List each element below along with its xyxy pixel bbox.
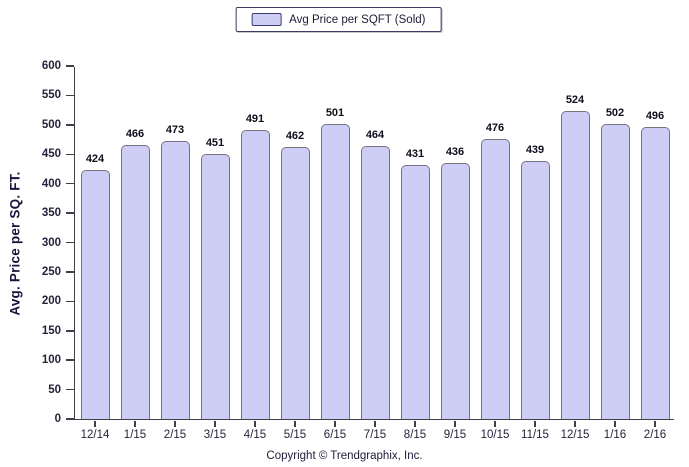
x-axis-tick-label: 2/16: [643, 429, 667, 441]
y-axis-tick-label: 50: [48, 383, 61, 396]
bar-value-label: 436: [445, 145, 465, 158]
bar: [320, 124, 350, 419]
x-axis-tick: [214, 420, 216, 427]
bar: [640, 127, 670, 419]
x-axis-tick: [614, 420, 616, 427]
bar: [280, 147, 310, 419]
x-axis-tick-label: 10/15: [480, 429, 510, 441]
x-axis-tick: [134, 420, 136, 427]
y-axis-tick: [66, 241, 74, 244]
bar-value-label: 439: [525, 143, 545, 156]
bar-value-label: 451: [205, 136, 225, 149]
y-axis-tick: [66, 94, 74, 97]
bar-value-label: 424: [85, 152, 105, 165]
bar: [400, 165, 430, 419]
y-axis-tick: [66, 388, 74, 391]
y-axis-tick: [66, 359, 74, 361]
x-axis-tick: [374, 420, 376, 427]
bar-value-label: 496: [645, 110, 665, 123]
x-axis-tick: [334, 420, 336, 427]
bar-value-label: 491: [245, 113, 265, 126]
bar: [120, 144, 150, 419]
x-axis-tick-label: 9/15: [443, 429, 467, 441]
y-axis-tick-label: 350: [41, 207, 61, 220]
x-axis-tick: [94, 420, 96, 427]
bar: [480, 138, 510, 419]
y-axis-tick: [66, 124, 74, 126]
y-axis-tick-label: 300: [41, 236, 61, 249]
bar: [600, 123, 630, 419]
y-axis-tick: [66, 271, 74, 273]
legend: Avg Price per SQFT (Sold): [235, 7, 442, 32]
y-axis-tick-label: 550: [41, 89, 61, 102]
x-axis-tick-label: 7/15: [363, 429, 387, 441]
y-axis-tick: [66, 418, 74, 420]
x-axis-tick-label: 12/15: [560, 429, 590, 441]
x-axis-tick: [574, 420, 576, 427]
y-axis-tick-label: 600: [41, 60, 61, 72]
y-axis-tick: [66, 153, 74, 155]
y-axis-tick-label: 450: [41, 148, 61, 161]
x-axis-tick: [454, 420, 456, 427]
x-axis-tick: [534, 420, 536, 427]
bar: [440, 162, 470, 419]
bar: [80, 169, 110, 419]
bar-value-label: 462: [285, 130, 305, 143]
bar-value-label: 473: [165, 123, 185, 136]
x-axis-tick-label: 4/15: [243, 429, 267, 441]
bar-value-label: 524: [565, 93, 585, 106]
x-axis-tick-label: 12/14: [80, 429, 110, 441]
y-axis-tick-label: 500: [41, 118, 61, 131]
x-axis-tick: [414, 420, 416, 427]
y-axis-tick-label: 0: [54, 413, 61, 425]
bar-value-label: 464: [365, 129, 385, 142]
x-axis-tick-label: 2/15: [163, 429, 187, 441]
x-axis-tick: [254, 420, 256, 427]
bar-value-label: 431: [405, 148, 425, 161]
y-axis-tick-label: 400: [41, 177, 61, 190]
x-axis-tick: [174, 420, 176, 427]
x-axis-tick-label: 8/15: [403, 429, 427, 441]
bar-value-label: 501: [325, 107, 345, 120]
y-axis-tick-label: 100: [41, 354, 61, 367]
y-axis-tick-label: 200: [41, 295, 61, 308]
bar: [520, 160, 550, 419]
bar-value-label: 466: [125, 127, 145, 140]
copyright-text: Copyright © Trendgraphix, Inc.: [266, 450, 423, 462]
x-axis-tick-label: 5/15: [283, 429, 307, 441]
x-axis-tick-label: 11/15: [521, 429, 549, 441]
x-axis-tick-label: 1/16: [603, 429, 627, 441]
bar-value-label: 476: [485, 121, 505, 134]
x-axis-tick: [494, 420, 496, 427]
y-axis-tick: [66, 182, 74, 185]
y-axis-tick: [66, 212, 74, 214]
bar: [360, 146, 390, 419]
x-axis-tick-label: 1/15: [123, 429, 147, 441]
legend-label: Avg Price per SQFT (Sold): [289, 13, 426, 26]
y-axis-tick: [66, 330, 74, 332]
y-axis-tick-label: 150: [41, 324, 61, 337]
y-axis-tick-label: 250: [41, 265, 61, 278]
x-axis-tick: [294, 420, 296, 427]
x-axis-tick: [654, 420, 656, 427]
bar: [200, 153, 230, 419]
legend-swatch: [251, 13, 282, 26]
bar: [240, 130, 270, 419]
x-axis-tick-label: 3/15: [203, 429, 227, 441]
bar-value-label: 502: [605, 106, 625, 119]
bar: [160, 140, 190, 419]
bar: [560, 110, 590, 419]
plot-area: 0 50 100 150 200 250 300 350 400 450 500 550 600 424 1…: [42, 60, 674, 441]
x-axis-tick-label: 6/15: [323, 429, 347, 441]
y-axis-tick: [66, 300, 74, 303]
y-axis-tick: [66, 65, 74, 67]
